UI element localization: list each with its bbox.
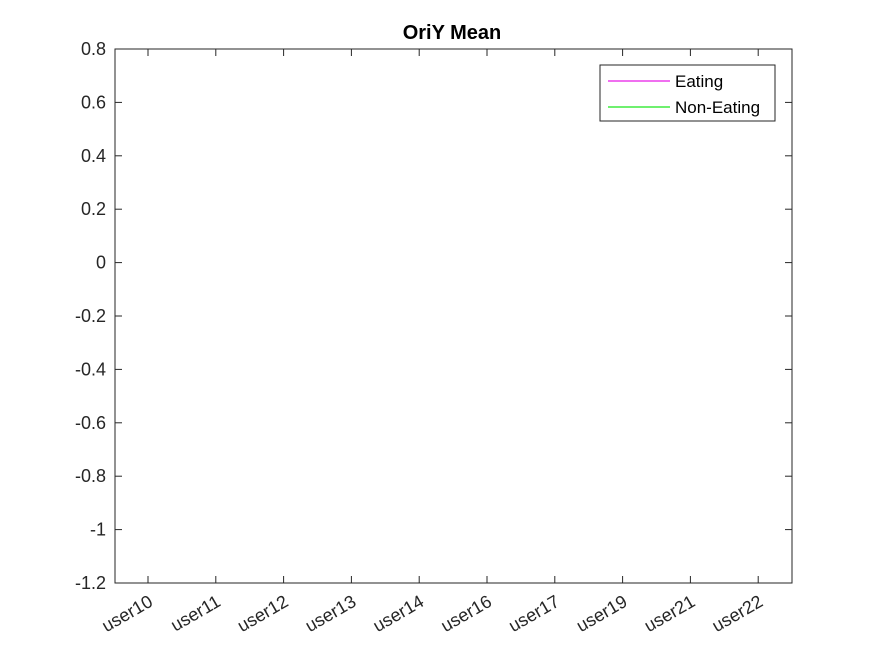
legend-label-eating: Eating	[675, 72, 723, 91]
y-tick-label: 0.4	[81, 146, 106, 166]
y-tick-label: -1.2	[75, 573, 106, 593]
axes-box	[114, 48, 793, 584]
y-tick-label: 0.8	[81, 39, 106, 59]
y-tick-label: 0.6	[81, 92, 106, 112]
y-tick-label: -1	[90, 520, 106, 540]
y-tick-label: -0.2	[75, 306, 106, 326]
y-tick-label: -0.6	[75, 413, 106, 433]
y-tick-label: 0.2	[81, 199, 106, 219]
y-tick-label: -0.4	[75, 359, 106, 379]
y-tick-label: -0.8	[75, 466, 106, 486]
chart-title: OriY Mean	[403, 22, 502, 44]
y-tick-label: 0	[96, 253, 106, 273]
axes: 0.80.60.40.20-0.2-0.4-0.6-0.8-1-1.2user1…	[75, 39, 793, 636]
legend-box	[599, 64, 776, 122]
legend-label-non-eating: Non-Eating	[675, 98, 760, 117]
legend: Eating Non-Eating	[599, 64, 776, 122]
